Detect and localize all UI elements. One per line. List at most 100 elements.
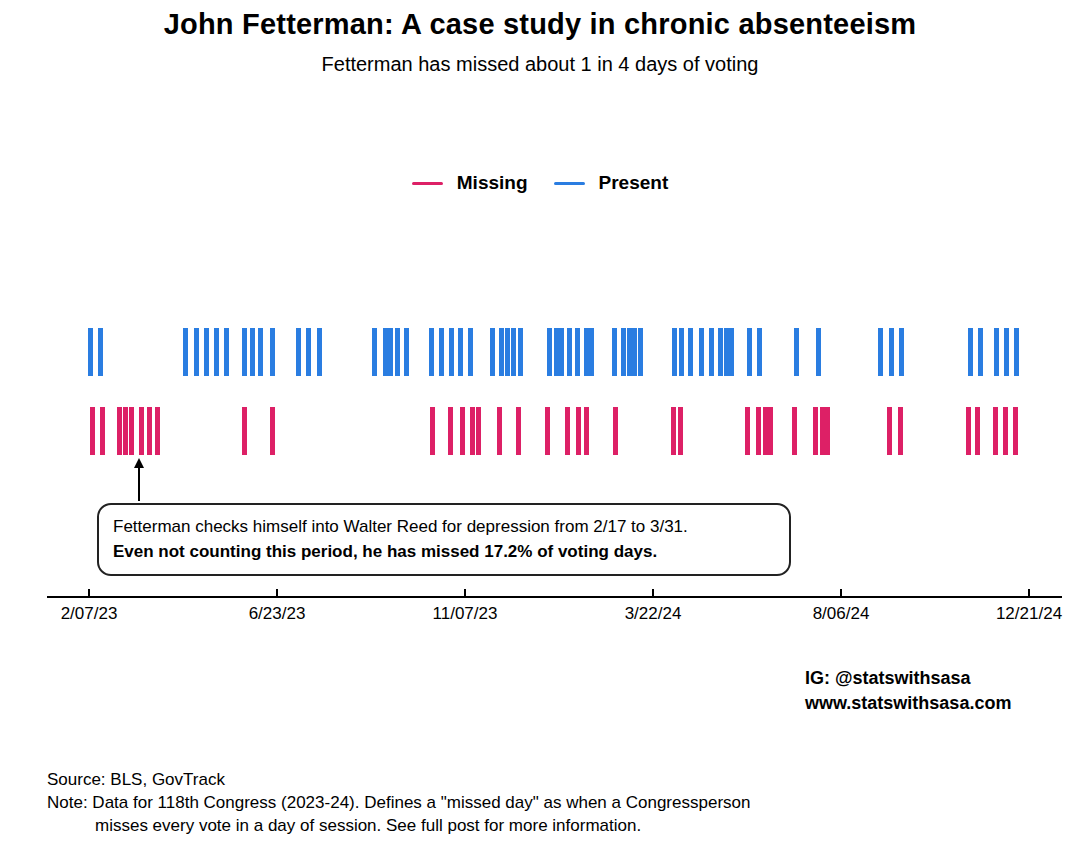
present-day-tick — [306, 328, 311, 376]
present-day-tick — [816, 328, 821, 376]
missing-day-tick — [613, 407, 618, 455]
missing-day-tick — [671, 407, 676, 455]
annotation-callout: Fetterman checks himself into Walter Ree… — [97, 503, 791, 576]
x-axis-tick-label: 8/06/24 — [781, 604, 901, 624]
missing-day-tick — [678, 407, 683, 455]
missing-day-tick — [117, 407, 122, 455]
missing-day-tick — [565, 407, 570, 455]
missing-day-tick — [745, 407, 750, 455]
footnote: Source: BLS, GovTrack Note: Data for 118… — [47, 768, 750, 837]
present-day-tick — [98, 328, 103, 376]
present-day-tick — [709, 328, 714, 376]
watermark-website: www.statswithsasa.com — [805, 691, 1011, 716]
present-day-tick — [688, 328, 693, 376]
present-day-tick — [395, 328, 400, 376]
missing-day-tick — [516, 407, 521, 455]
missing-day-tick — [825, 407, 830, 455]
present-day-tick — [1004, 328, 1009, 376]
rug-timeline-chart: 2/07/236/23/2311/07/233/22/248/06/2412/2… — [0, 0, 1080, 848]
missing-day-tick — [993, 407, 998, 455]
missing-day-tick — [476, 407, 481, 455]
x-axis-tick-mark — [840, 589, 842, 597]
x-axis-tick-label: 3/22/24 — [593, 604, 713, 624]
present-day-tick — [747, 328, 752, 376]
present-day-tick — [214, 328, 219, 376]
present-day-tick — [388, 328, 393, 376]
present-day-tick — [242, 328, 247, 376]
missing-day-tick — [470, 407, 475, 455]
present-day-tick — [794, 328, 799, 376]
present-day-tick — [270, 328, 275, 376]
annotation-line-2: Even not counting this period, he has mi… — [113, 539, 775, 564]
present-day-tick — [878, 328, 883, 376]
annotation-arrow-icon — [129, 458, 149, 502]
present-day-tick — [718, 328, 723, 376]
footnote-note-line-2: misses every vote in a day of session. S… — [47, 814, 750, 837]
missing-day-tick — [129, 407, 134, 455]
present-day-tick — [404, 328, 409, 376]
present-day-tick — [559, 328, 564, 376]
watermark: IG: @statswithsasa www.statswithsasa.com — [805, 666, 1011, 716]
missing-day-tick — [155, 407, 160, 455]
present-day-tick — [258, 328, 263, 376]
x-axis-tick-mark — [652, 589, 654, 597]
missing-day-tick — [975, 407, 980, 455]
missing-day-tick — [792, 407, 797, 455]
present-day-tick — [679, 328, 684, 376]
missing-day-tick — [147, 407, 152, 455]
missing-day-tick — [270, 407, 275, 455]
present-day-tick — [372, 328, 377, 376]
present-day-tick — [317, 328, 322, 376]
present-day-tick — [632, 328, 637, 376]
present-day-tick — [518, 328, 523, 376]
present-day-tick — [575, 328, 580, 376]
present-day-tick — [458, 328, 463, 376]
missing-day-tick — [460, 407, 465, 455]
present-day-tick — [978, 328, 983, 376]
missing-day-tick — [1013, 407, 1018, 455]
present-day-tick — [449, 328, 454, 376]
missing-day-tick — [448, 407, 453, 455]
present-day-tick — [429, 328, 434, 376]
footnote-note-line-1: Note: Data for 118th Congress (2023-24).… — [47, 791, 750, 814]
present-day-tick — [224, 328, 229, 376]
present-day-tick — [729, 328, 734, 376]
present-day-tick — [490, 328, 495, 376]
missing-day-tick — [887, 407, 892, 455]
missing-day-tick — [966, 407, 971, 455]
missing-day-tick — [898, 407, 903, 455]
x-axis-tick-mark — [88, 589, 90, 597]
missing-day-tick — [1003, 407, 1008, 455]
x-axis-tick-label: 2/07/23 — [29, 604, 149, 624]
missing-day-tick — [123, 407, 128, 455]
x-axis-tick-label: 12/21/24 — [969, 604, 1080, 624]
missing-day-tick — [813, 407, 818, 455]
present-day-tick — [968, 328, 973, 376]
present-day-tick — [88, 328, 93, 376]
missing-day-tick — [430, 407, 435, 455]
missing-day-tick — [756, 407, 761, 455]
x-axis-tick-mark — [276, 589, 278, 597]
present-day-tick — [1014, 328, 1019, 376]
present-day-tick — [589, 328, 594, 376]
present-day-tick — [468, 328, 473, 376]
present-day-tick — [899, 328, 904, 376]
watermark-instagram: IG: @statswithsasa — [805, 666, 1011, 691]
present-day-tick — [612, 328, 617, 376]
annotation-line-1: Fetterman checks himself into Walter Ree… — [113, 514, 775, 539]
present-day-tick — [889, 328, 894, 376]
missing-day-tick — [139, 407, 144, 455]
x-axis-tick-label: 6/23/23 — [217, 604, 337, 624]
footnote-source: Source: BLS, GovTrack — [47, 768, 750, 791]
x-axis-tick-mark — [1028, 589, 1030, 597]
present-day-tick — [699, 328, 704, 376]
present-day-tick — [547, 328, 552, 376]
present-day-tick — [621, 328, 626, 376]
present-day-tick — [296, 328, 301, 376]
missing-day-tick — [768, 407, 773, 455]
missing-day-tick — [545, 407, 550, 455]
present-day-tick — [511, 328, 516, 376]
missing-day-tick — [584, 407, 589, 455]
present-day-tick — [250, 328, 255, 376]
present-day-tick — [505, 328, 510, 376]
